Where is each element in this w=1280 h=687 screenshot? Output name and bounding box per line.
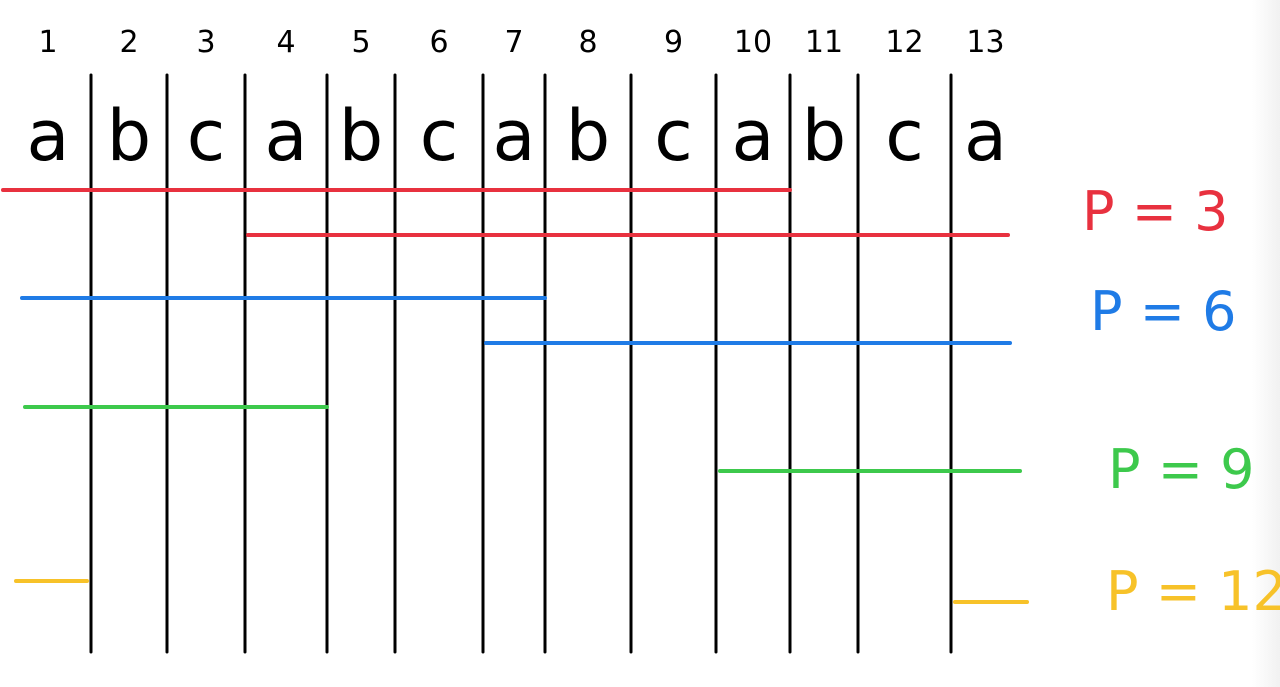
edge-shade	[1252, 0, 1280, 687]
column-number: 10	[734, 25, 772, 60]
column-letter: b	[107, 95, 151, 177]
column-letter: b	[566, 95, 610, 177]
column-letter: a	[265, 95, 308, 177]
column-letter: b	[802, 95, 846, 177]
column-number: 7	[504, 25, 523, 60]
period-label: P = 6	[1090, 280, 1237, 343]
column-letter: a	[27, 95, 70, 177]
column-letter: c	[654, 95, 693, 177]
column-number: 11	[805, 25, 843, 60]
column-letter: a	[964, 95, 1007, 177]
column-letter: a	[732, 95, 775, 177]
column-number: 1	[38, 25, 57, 60]
column-number: 13	[966, 25, 1004, 60]
column-letter: a	[493, 95, 536, 177]
column-number: 4	[276, 25, 295, 60]
column-letter: b	[339, 95, 383, 177]
column-number: 5	[351, 25, 370, 60]
column-letter: c	[420, 95, 459, 177]
column-number: 3	[196, 25, 215, 60]
column-number: 6	[429, 25, 448, 60]
column-number: 2	[119, 25, 138, 60]
period-label: P = 3	[1082, 180, 1229, 243]
column-number: 12	[885, 25, 923, 60]
period-label: P = 9	[1108, 438, 1255, 501]
column-number: 8	[578, 25, 597, 60]
column-letter: c	[885, 95, 924, 177]
column-letter: c	[187, 95, 226, 177]
period-label: P = 12	[1106, 560, 1280, 623]
column-number: 9	[664, 25, 683, 60]
